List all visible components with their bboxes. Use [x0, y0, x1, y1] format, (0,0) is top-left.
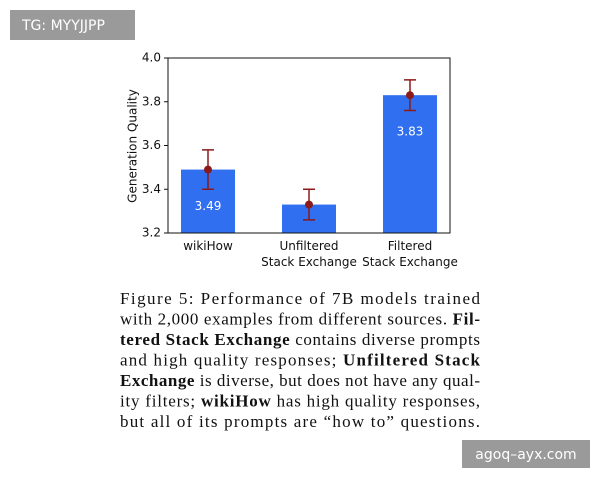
data-label: 3.83 [397, 125, 424, 139]
caption-text: has high quality responses, [272, 392, 480, 411]
error-point [406, 91, 414, 100]
y-axis-label: Generation Quality [126, 89, 140, 203]
caption-text: but all of its prompts are “how to” ques… [120, 412, 480, 431]
y-tick-label: 3.6 [142, 138, 161, 152]
bar [383, 95, 437, 233]
y-tick-label: 3.4 [142, 182, 161, 196]
watermark-box [462, 440, 590, 468]
y-tick-label: 3.2 [142, 226, 161, 240]
x-tick-label: wikiHow [183, 239, 233, 253]
caption-line: but all of its prompts are “how to” ques… [120, 412, 480, 431]
caption-text: wikiHow [201, 392, 272, 411]
x-tick-line: wikiHow [183, 239, 233, 253]
caption-text: with 2,000 examples from different sourc… [120, 310, 452, 329]
x-tick-label: Filtered Stack Exchange [362, 239, 458, 269]
plot-frame [167, 57, 451, 234]
x-tick-line: Stack Exchange [261, 255, 357, 269]
caption-line: and high quality responses; Unfiltered S… [120, 351, 481, 370]
error-point [204, 165, 212, 174]
y-tick-label: 3.8 [142, 94, 161, 108]
caption-text: and high quality responses; [120, 351, 342, 370]
caption-text: Exchange [120, 371, 195, 390]
caption-text: Fil- [453, 310, 481, 329]
caption-line: Exchange is diverse, but does not have a… [120, 371, 480, 390]
y-tick-label: 4.0 [142, 51, 161, 65]
caption-line: with 2,000 examples from different sourc… [120, 310, 480, 329]
error-point [305, 200, 313, 209]
caption-text: tered Stack Exchange [120, 330, 290, 349]
watermark-box [10, 10, 135, 40]
caption-text: contains diverse prompts [290, 330, 480, 349]
x-tick-line: Unfiltered [279, 239, 338, 253]
caption-text: Figure 5: Performance of 7B models train… [120, 289, 480, 308]
caption-line: ity filters; wikiHow has high quality re… [120, 392, 480, 411]
x-tick-label: Unfiltered Stack Exchange [261, 239, 357, 269]
x-tick-line: Stack Exchange [362, 255, 458, 269]
caption-line: Figure 5: Performance of 7B models train… [120, 289, 480, 308]
caption-text: is diverse, but does not have any qual- [195, 371, 480, 390]
caption-text: Unfiltered Stack [343, 351, 481, 370]
caption-line: tered Stack Exchange contains diverse pr… [120, 330, 480, 349]
watermark: agoq–ayx.com [475, 447, 576, 463]
watermark: TG: MYYJJPP [21, 18, 105, 34]
x-tick-line: Filtered [388, 239, 432, 253]
data-label: 3.49 [195, 199, 222, 213]
data-label: 3.33 [296, 234, 323, 248]
caption-text: ity filters; [120, 392, 200, 411]
